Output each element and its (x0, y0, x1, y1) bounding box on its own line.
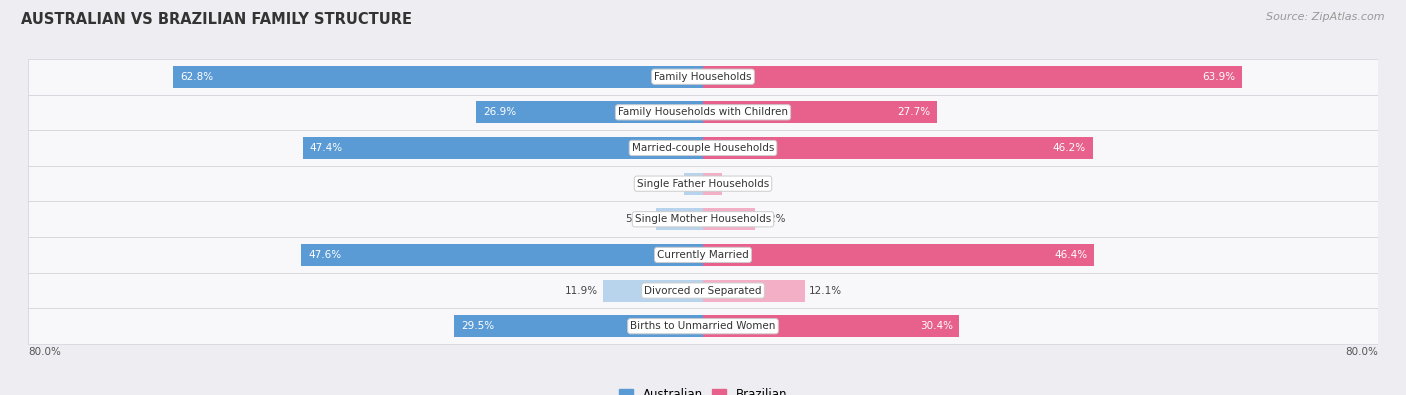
Text: Source: ZipAtlas.com: Source: ZipAtlas.com (1267, 12, 1385, 22)
Bar (28, 273, 1378, 308)
Text: Family Households: Family Households (654, 71, 752, 82)
Text: 63.9%: 63.9% (1202, 71, 1236, 82)
Bar (28, 94, 1378, 130)
Bar (28, 130, 1378, 166)
Bar (655, 208, 703, 230)
Text: 6.2%: 6.2% (759, 214, 786, 224)
Bar (454, 315, 703, 337)
Bar (28, 308, 1378, 344)
Bar (28, 237, 1378, 273)
Text: AUSTRALIAN VS BRAZILIAN FAMILY STRUCTURE: AUSTRALIAN VS BRAZILIAN FAMILY STRUCTURE (21, 12, 412, 27)
Bar (703, 137, 1092, 159)
Text: 46.2%: 46.2% (1053, 143, 1085, 153)
Text: 12.1%: 12.1% (810, 286, 842, 295)
Text: 46.4%: 46.4% (1054, 250, 1088, 260)
Bar (703, 101, 936, 123)
Text: 47.4%: 47.4% (309, 143, 343, 153)
Bar (304, 137, 703, 159)
Text: 2.2%: 2.2% (725, 179, 752, 189)
Text: 2.2%: 2.2% (654, 179, 681, 189)
Bar (703, 66, 1241, 88)
Bar (703, 280, 806, 302)
Text: Divorced or Separated: Divorced or Separated (644, 286, 762, 295)
Bar (28, 166, 1378, 201)
Bar (173, 66, 703, 88)
Bar (703, 173, 721, 195)
Legend: Australian, Brazilian: Australian, Brazilian (614, 384, 792, 395)
Text: 80.0%: 80.0% (28, 347, 60, 357)
Text: 80.0%: 80.0% (1346, 347, 1378, 357)
Bar (703, 208, 755, 230)
Bar (301, 244, 703, 266)
Text: 27.7%: 27.7% (897, 107, 929, 117)
Text: Single Father Households: Single Father Households (637, 179, 769, 189)
Bar (603, 280, 703, 302)
Text: Births to Unmarried Women: Births to Unmarried Women (630, 321, 776, 331)
Text: 5.6%: 5.6% (626, 214, 651, 224)
Bar (477, 101, 703, 123)
Text: 47.6%: 47.6% (308, 250, 342, 260)
Text: Currently Married: Currently Married (657, 250, 749, 260)
Bar (685, 173, 703, 195)
Text: 29.5%: 29.5% (461, 321, 494, 331)
Bar (703, 244, 1094, 266)
Text: Single Mother Households: Single Mother Households (636, 214, 770, 224)
Bar (28, 201, 1378, 237)
Bar (703, 315, 959, 337)
Bar (28, 59, 1378, 94)
Text: Family Households with Children: Family Households with Children (619, 107, 787, 117)
Text: 11.9%: 11.9% (565, 286, 599, 295)
Text: 62.8%: 62.8% (180, 71, 214, 82)
Text: Married-couple Households: Married-couple Households (631, 143, 775, 153)
Text: 26.9%: 26.9% (482, 107, 516, 117)
Text: 30.4%: 30.4% (920, 321, 953, 331)
